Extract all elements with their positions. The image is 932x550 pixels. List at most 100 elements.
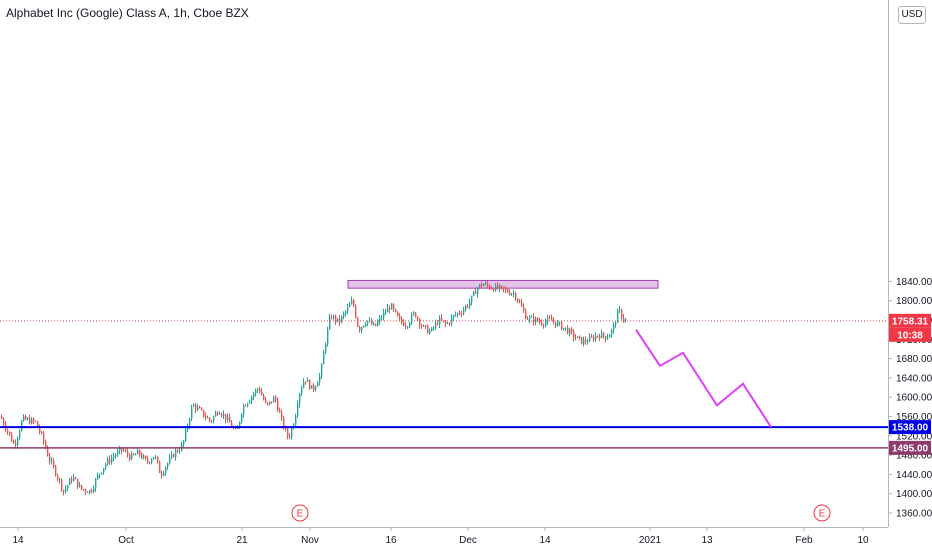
candle xyxy=(489,284,491,290)
candle-body xyxy=(413,312,415,315)
candle xyxy=(55,464,57,477)
candle-body xyxy=(307,379,309,382)
candle-body xyxy=(321,364,323,376)
candle-body xyxy=(111,457,113,463)
y-tick-label: 1840.00 xyxy=(896,277,932,288)
candle-body xyxy=(309,379,311,389)
candle-body xyxy=(141,454,143,459)
candle-body xyxy=(471,295,473,303)
y-tick-label: 1400.00 xyxy=(896,489,932,500)
candle-body xyxy=(43,432,45,442)
candle-body xyxy=(547,317,549,322)
candle xyxy=(385,308,387,316)
candle xyxy=(31,416,33,425)
earnings-marker: E xyxy=(813,504,831,522)
x-tick-label: 16 xyxy=(385,535,397,546)
candle-body xyxy=(101,472,103,474)
candle-body xyxy=(239,421,241,428)
candle xyxy=(135,453,137,456)
candle-body xyxy=(251,396,253,402)
candle-body xyxy=(15,443,17,446)
candle-body xyxy=(223,414,225,416)
candle xyxy=(497,282,499,290)
candle-body xyxy=(147,458,149,462)
candle-body xyxy=(433,327,435,329)
candle-body xyxy=(225,414,227,420)
candle-body xyxy=(55,466,57,476)
candle xyxy=(425,324,427,330)
candle-body xyxy=(533,316,535,323)
candle-body xyxy=(351,300,353,305)
candle-body xyxy=(271,401,273,403)
candle xyxy=(591,333,593,338)
candle xyxy=(261,388,263,396)
candle-body xyxy=(601,332,603,339)
candle xyxy=(407,325,409,330)
candle-body xyxy=(329,317,331,330)
candle xyxy=(583,336,585,347)
candle-body xyxy=(171,454,173,458)
candle-body xyxy=(369,320,371,322)
candle xyxy=(305,381,307,385)
candle-body xyxy=(133,453,135,455)
candle xyxy=(101,472,103,475)
candle-body xyxy=(79,485,81,488)
candle-body xyxy=(511,293,513,295)
candle xyxy=(359,325,361,333)
candle xyxy=(421,323,423,329)
candle xyxy=(243,403,245,418)
candle-body xyxy=(469,302,471,307)
candle xyxy=(513,289,515,298)
candle-body xyxy=(117,450,119,455)
candle-body xyxy=(575,337,577,339)
candle-body xyxy=(613,324,615,330)
candle-body xyxy=(451,317,453,324)
candle-body xyxy=(479,284,481,289)
candle xyxy=(585,336,587,345)
candle xyxy=(615,320,617,328)
candle-body xyxy=(513,293,515,295)
candle xyxy=(11,431,13,442)
candle xyxy=(213,415,215,424)
candle xyxy=(185,427,187,442)
candle-body xyxy=(237,427,239,429)
candle xyxy=(607,333,609,340)
candle xyxy=(207,415,209,419)
candle-body xyxy=(349,304,351,308)
candle xyxy=(133,452,135,456)
candle-body xyxy=(273,396,275,403)
candle-body xyxy=(245,405,247,407)
candle xyxy=(59,477,61,484)
candle xyxy=(169,453,171,465)
y-tick-label: 1600.00 xyxy=(896,393,932,404)
candle xyxy=(51,456,53,465)
candle-body xyxy=(331,317,333,319)
last-price-label: 1758.31 xyxy=(892,316,929,327)
candle xyxy=(461,310,463,318)
currency-badge[interactable]: USD xyxy=(898,6,926,24)
candle xyxy=(177,448,179,453)
level-tag xyxy=(889,440,931,455)
candle-body xyxy=(305,381,307,383)
candle xyxy=(311,385,313,389)
candle-body xyxy=(599,335,601,339)
candle xyxy=(181,441,183,452)
candle xyxy=(153,457,155,460)
candle xyxy=(29,414,31,425)
candle-body xyxy=(457,312,459,315)
candle xyxy=(511,292,513,296)
candle-body xyxy=(221,413,223,416)
candle-body xyxy=(401,318,403,323)
candle xyxy=(23,414,25,422)
candle-body xyxy=(431,327,433,331)
candle-body xyxy=(137,450,139,455)
candle xyxy=(91,488,93,494)
candle xyxy=(543,323,545,329)
candle-body xyxy=(445,321,447,324)
candle xyxy=(255,388,257,397)
candle xyxy=(509,288,511,296)
candle-body xyxy=(99,473,101,476)
candle-body xyxy=(357,317,359,327)
candle-body xyxy=(463,309,465,314)
